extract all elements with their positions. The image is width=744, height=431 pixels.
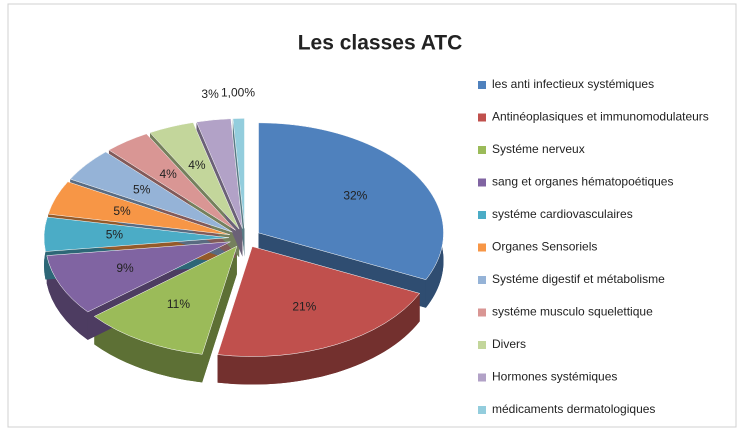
legend-swatch	[478, 81, 486, 89]
legend-label: Hormones systémiques	[492, 370, 617, 384]
data-label: 1,00%	[221, 85, 255, 99]
legend-label: Systéme digestif et métabolisme	[492, 272, 665, 286]
legend-swatch	[478, 341, 486, 349]
legend-swatch	[478, 406, 486, 414]
data-label: 5%	[133, 182, 151, 196]
slice	[43, 216, 230, 252]
chart-title: Les classes ATC	[298, 32, 463, 55]
slice	[69, 151, 233, 233]
legend-swatch	[478, 373, 486, 382]
legend-swatch	[478, 308, 486, 317]
legend-swatch	[478, 178, 486, 187]
slice-outer-wall	[217, 293, 420, 385]
slice	[258, 122, 444, 280]
legend-swatch	[478, 211, 486, 219]
data-label: 11%	[167, 297, 190, 311]
legend-label: systéme musculo squelettique	[492, 305, 653, 319]
data-label: 4%	[188, 158, 206, 172]
slice-outer-wall	[46, 255, 88, 340]
legend-label: les anti infectieux systémiques	[492, 77, 654, 91]
slice-wall	[202, 246, 237, 383]
data-label: 5%	[113, 204, 131, 218]
slice	[217, 246, 421, 357]
legend-label: sang et organes hématopoétiques	[492, 175, 673, 189]
legend-label: Organes Sensoriels	[492, 240, 597, 254]
data-label: 32%	[343, 188, 367, 202]
data-label: 9%	[116, 261, 134, 275]
slice	[232, 118, 245, 229]
data-label: 3%	[201, 87, 219, 101]
legend-label: médicaments dermatologiques	[492, 402, 655, 416]
slice	[108, 133, 236, 231]
legend-label: systéme cardiovasculaires	[492, 207, 633, 221]
legend-label: Divers	[492, 337, 526, 351]
legend-swatch	[478, 276, 486, 284]
data-label: 21%	[292, 299, 316, 313]
legend-swatch	[478, 243, 486, 252]
slice-outer-wall	[94, 316, 203, 383]
slice	[93, 245, 238, 355]
data-label: 4%	[160, 167, 178, 181]
slice	[196, 118, 243, 229]
legend-label: Antinéoplasiques et immunomodulateurs	[492, 110, 709, 124]
slice	[46, 241, 231, 313]
legend-swatch	[478, 113, 486, 122]
data-label: 5%	[106, 228, 124, 242]
legend-swatch	[478, 146, 486, 154]
legend-label: Systéme nerveux	[492, 142, 585, 156]
slice	[47, 181, 231, 235]
slice	[149, 122, 240, 230]
